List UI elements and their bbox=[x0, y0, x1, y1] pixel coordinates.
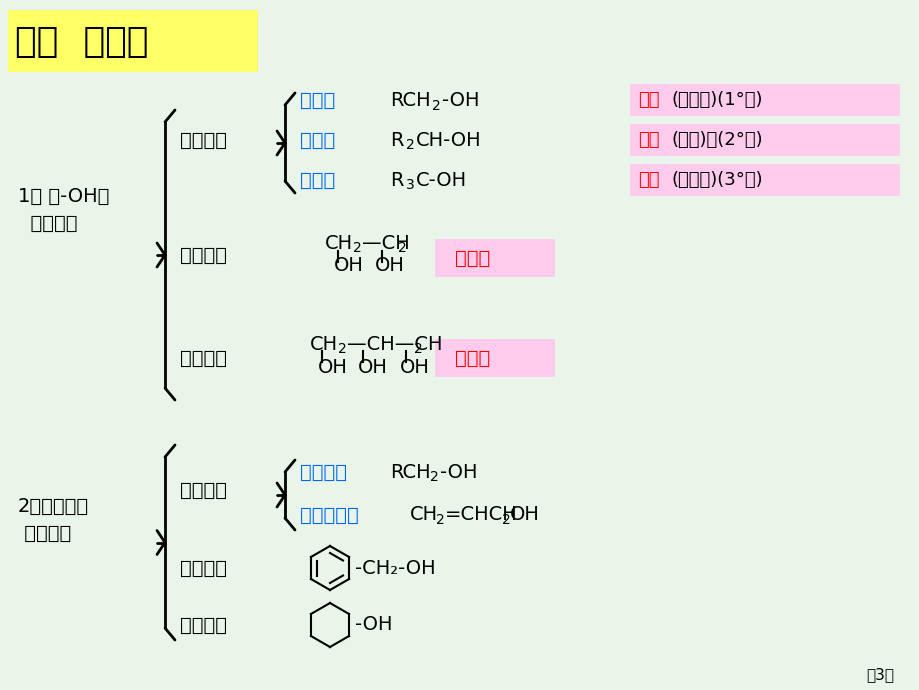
Text: OH: OH bbox=[509, 506, 539, 524]
Text: (第二)醇(2°醇): (第二)醇(2°醇) bbox=[671, 131, 763, 149]
Text: -CH₂-OH: -CH₂-OH bbox=[355, 558, 436, 578]
FancyBboxPatch shape bbox=[630, 84, 899, 116]
Text: 脂环醇：: 脂环醇： bbox=[180, 615, 227, 635]
Text: 2: 2 bbox=[337, 342, 346, 356]
Text: 1、 按-OH数
  目分类：: 1、 按-OH数 目分类： bbox=[18, 187, 109, 233]
Text: 叔醇：: 叔醇： bbox=[300, 170, 335, 190]
FancyBboxPatch shape bbox=[435, 239, 554, 277]
Text: 一元醇：: 一元醇： bbox=[180, 130, 227, 150]
Text: —CH: —CH bbox=[361, 233, 409, 253]
Text: 3: 3 bbox=[405, 178, 414, 192]
Text: 乙二醇: 乙二醇 bbox=[455, 248, 490, 268]
FancyBboxPatch shape bbox=[8, 10, 257, 72]
Text: 多元醇：: 多元醇： bbox=[180, 348, 227, 368]
Text: -OH: -OH bbox=[355, 615, 392, 635]
Text: 饱和醇：: 饱和醇： bbox=[300, 462, 346, 482]
Text: OH: OH bbox=[375, 255, 404, 275]
Text: OH: OH bbox=[400, 357, 429, 377]
FancyBboxPatch shape bbox=[630, 164, 899, 196]
Text: 仲醇: 仲醇 bbox=[637, 131, 659, 149]
Text: OH: OH bbox=[318, 357, 347, 377]
Text: CH: CH bbox=[324, 233, 353, 253]
Text: 2: 2 bbox=[502, 513, 510, 527]
Text: —CH—CH: —CH—CH bbox=[346, 335, 442, 353]
Text: 2: 2 bbox=[436, 513, 444, 527]
Text: 2: 2 bbox=[432, 99, 440, 113]
Text: 不饱和醇：: 不饱和醇： bbox=[300, 506, 358, 524]
Text: 伯醇：: 伯醇： bbox=[300, 90, 335, 110]
Text: 伯醇: 伯醇 bbox=[637, 91, 659, 109]
Text: 芳香醇：: 芳香醇： bbox=[180, 558, 227, 578]
FancyBboxPatch shape bbox=[435, 339, 554, 377]
Text: 仲醇：: 仲醇： bbox=[300, 130, 335, 150]
Text: CH-OH: CH-OH bbox=[415, 130, 482, 150]
Text: 脂肪醇：: 脂肪醇： bbox=[180, 480, 227, 500]
FancyBboxPatch shape bbox=[630, 124, 899, 156]
Text: C-OH: C-OH bbox=[415, 170, 467, 190]
Text: R: R bbox=[390, 130, 403, 150]
Text: 2、按烃基结
 构分类：: 2、按烃基结 构分类： bbox=[18, 497, 89, 543]
Text: RCH: RCH bbox=[390, 462, 430, 482]
Text: (第一醇)(1°醇): (第一醇)(1°醇) bbox=[671, 91, 763, 109]
Text: RCH: RCH bbox=[390, 90, 430, 110]
Text: 第3页: 第3页 bbox=[865, 667, 893, 682]
Text: CH: CH bbox=[310, 335, 338, 353]
Text: (第三醇)(3°醇): (第三醇)(3°醇) bbox=[671, 171, 763, 189]
Text: 2: 2 bbox=[414, 342, 423, 356]
Text: OH: OH bbox=[357, 357, 388, 377]
Text: 2: 2 bbox=[405, 138, 414, 152]
Text: 二元醇：: 二元醇： bbox=[180, 246, 227, 264]
Text: 2: 2 bbox=[398, 241, 406, 255]
Text: 2: 2 bbox=[353, 241, 361, 255]
Text: 叔醇: 叔醇 bbox=[637, 171, 659, 189]
Text: -OH: -OH bbox=[439, 462, 477, 482]
Text: -OH: -OH bbox=[441, 90, 479, 110]
Text: CH: CH bbox=[410, 506, 437, 524]
Text: 丙三醇: 丙三醇 bbox=[455, 348, 490, 368]
Text: 二、  醇分类: 二、 醇分类 bbox=[15, 25, 148, 59]
Text: 2: 2 bbox=[429, 470, 438, 484]
Text: R: R bbox=[390, 170, 403, 190]
Text: =CHCH: =CHCH bbox=[445, 506, 517, 524]
Text: OH: OH bbox=[334, 255, 364, 275]
